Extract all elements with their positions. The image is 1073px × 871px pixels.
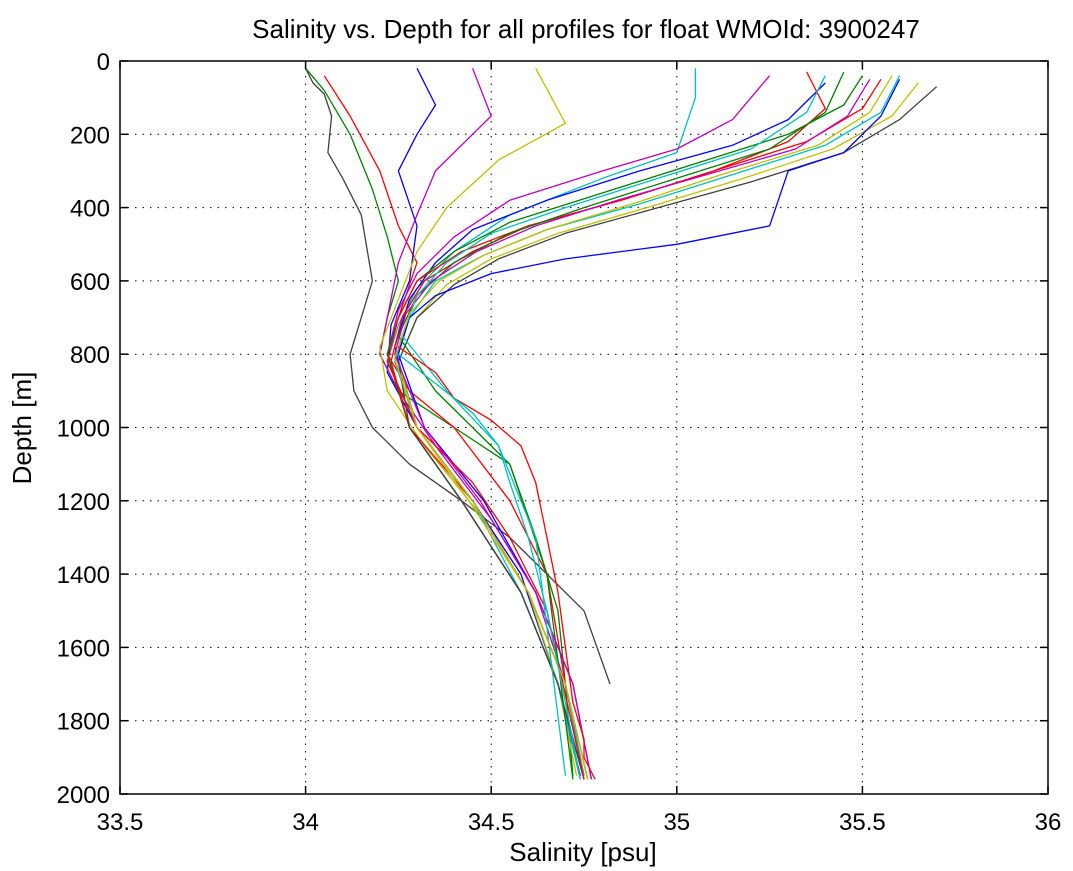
y-tick-label: 1400 <box>57 562 110 589</box>
y-tick-label: 1800 <box>57 709 110 736</box>
y-tick-label: 800 <box>70 342 110 369</box>
profile-lines <box>305 67 938 780</box>
salinity-profile-line-6 <box>379 67 578 776</box>
salinity-profile-line-19 <box>401 75 826 776</box>
x-tick-label: 36 <box>1035 809 1062 836</box>
salinity-profile-line-11 <box>390 78 882 780</box>
y-tick-label: 1600 <box>57 635 110 662</box>
tick-marks <box>119 60 1049 795</box>
salinity-profile-line-20 <box>394 75 893 780</box>
salinity-profile-line-2 <box>305 67 574 776</box>
salinity-profile-line-14 <box>397 86 938 780</box>
x-tick-label: 34.5 <box>468 809 515 836</box>
y-tick-label: 2000 <box>57 782 110 809</box>
y-tick-label: 200 <box>70 122 110 149</box>
x-tick-label: 35 <box>663 809 690 836</box>
x-tick-label: 33.5 <box>97 809 144 836</box>
y-tick-label: 400 <box>70 196 110 223</box>
y-tick-label: 600 <box>70 269 110 296</box>
y-tick-label: 1200 <box>57 489 110 516</box>
grid-lines <box>120 61 1048 794</box>
salinity-profile-line-17 <box>397 71 845 780</box>
y-tick-labels: 0 200 400 600 800 1000 1200 1400 1600 1800 2000 <box>57 49 110 809</box>
y-axis-label: Depth [m] <box>7 372 37 485</box>
x-tick-labels: 33.5 34 34.5 35 35.5 36 <box>97 809 1062 836</box>
x-axis-label: Salinity [psu] <box>509 837 656 867</box>
salinity-profile-line-15 <box>397 79 901 780</box>
chart-title: Salinity vs. Depth for all profiles for … <box>252 14 920 44</box>
x-tick-label: 34 <box>292 809 319 836</box>
salinity-profile-line-3 <box>323 75 585 776</box>
y-tick-label: 0 <box>97 49 110 76</box>
y-tick-label: 1000 <box>57 416 110 443</box>
salinity-profile-line-18 <box>394 78 871 780</box>
salinity-profile-line-13 <box>397 82 919 780</box>
salinity-profile-line-1 <box>305 68 611 685</box>
salinity-profile-line-12 <box>394 75 901 780</box>
salinity-profile-line-22 <box>397 353 581 780</box>
x-tick-label: 35.5 <box>839 809 886 836</box>
salinity-profile-line-4 <box>386 68 581 776</box>
